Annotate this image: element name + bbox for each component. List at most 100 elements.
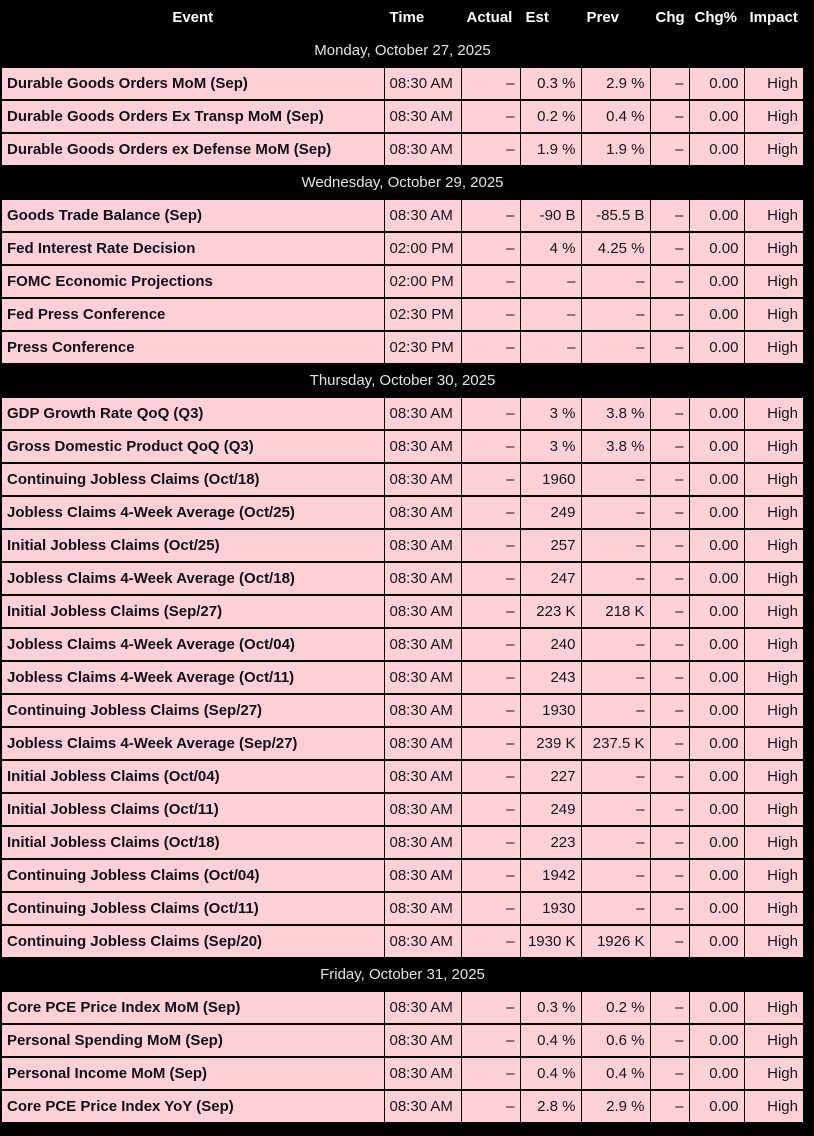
est-cell: 1.9 % — [519, 132, 582, 167]
est-cell: 4 % — [519, 231, 582, 266]
impact-cell: High — [743, 858, 805, 893]
impact-cell: High — [743, 1089, 805, 1124]
event-row: Initial Jobless Claims (Sep/27) 08:30 AM –… — [0, 594, 805, 629]
time-cell: 08:30 AM — [383, 594, 462, 629]
date-separator-row: Thursday, October 30, 2025 — [0, 363, 805, 398]
time-cell: 08:30 AM — [383, 1089, 462, 1124]
column-header-est: Est — [519, 0, 582, 35]
actual-cell: – — [460, 660, 521, 695]
impact-cell: High — [743, 825, 805, 860]
prev-cell: – — [580, 528, 651, 563]
impact-cell: High — [743, 231, 805, 266]
chg-pct-cell: 0.00 — [688, 1056, 745, 1091]
event-row: Continuing Jobless Claims (Oct/11) 08:30 … — [0, 891, 805, 926]
event-row: Jobless Claims 4-Week Average (Oct/18) 08… — [0, 561, 805, 596]
impact-cell: High — [743, 297, 805, 332]
event-cell: Jobless Claims 4-Week Average (Sep/27) — [0, 726, 385, 761]
actual-cell: – — [460, 825, 521, 860]
est-cell: -90 B — [519, 198, 582, 233]
chg-cell: – — [649, 1056, 690, 1091]
chg-cell: – — [649, 1089, 690, 1124]
impact-cell: High — [743, 924, 805, 959]
chg-cell: – — [649, 726, 690, 761]
prev-cell: – — [580, 330, 651, 365]
chg-cell: – — [649, 891, 690, 926]
chg-pct-cell: 0.00 — [688, 1089, 745, 1124]
prev-cell: 0.4 % — [580, 99, 651, 134]
event-cell: Continuing Jobless Claims (Sep/27) — [0, 693, 385, 728]
event-row: Core PCE Price Index YoY (Sep) 08:30 AM –2… — [0, 1089, 805, 1124]
chg-pct-cell: 0.00 — [688, 132, 745, 167]
time-cell: 08:30 AM — [383, 1056, 462, 1091]
actual-cell: – — [460, 495, 521, 530]
est-cell: 243 — [519, 660, 582, 695]
chg-pct-cell: 0.00 — [688, 627, 745, 662]
event-cell: Durable Goods Orders MoM (Sep) — [0, 66, 385, 101]
est-cell: 0.2 % — [519, 99, 582, 134]
prev-cell: 0.6 % — [580, 1023, 651, 1058]
actual-cell: – — [460, 297, 521, 332]
event-row: Initial Jobless Claims (Oct/04) 08:30 AM –… — [0, 759, 805, 794]
event-cell: Continuing Jobless Claims (Oct/18) — [0, 462, 385, 497]
time-cell: 02:30 PM — [383, 297, 462, 332]
chg-pct-cell: 0.00 — [688, 990, 745, 1025]
event-cell: Jobless Claims 4-Week Average (Oct/04) — [0, 627, 385, 662]
est-cell: 239 K — [519, 726, 582, 761]
est-cell: 227 — [519, 759, 582, 794]
chg-pct-cell: 0.00 — [688, 198, 745, 233]
time-cell: 08:30 AM — [383, 891, 462, 926]
est-cell: 3 % — [519, 396, 582, 431]
prev-cell: – — [580, 297, 651, 332]
impact-cell: High — [743, 627, 805, 662]
impact-cell: High — [743, 759, 805, 794]
actual-cell: – — [460, 858, 521, 893]
impact-cell: High — [743, 330, 805, 365]
est-cell: 1930 — [519, 693, 582, 728]
time-cell: 08:30 AM — [383, 99, 462, 134]
event-cell: Gross Domestic Product QoQ (Q3) — [0, 429, 385, 464]
event-row: Goods Trade Balance (Sep) 08:30 AM – -90 B-… — [0, 198, 805, 233]
actual-cell: – — [460, 693, 521, 728]
actual-cell: – — [460, 429, 521, 464]
time-cell: 08:30 AM — [383, 198, 462, 233]
event-cell: Jobless Claims 4-Week Average (Oct/25) — [0, 495, 385, 530]
column-header-actual: Actual — [460, 0, 521, 35]
prev-cell: – — [580, 891, 651, 926]
chg-cell: – — [649, 198, 690, 233]
prev-cell: 0.4 % — [580, 1056, 651, 1091]
event-cell: GDP Growth Rate QoQ (Q3) — [0, 396, 385, 431]
impact-cell: High — [743, 693, 805, 728]
actual-cell: – — [460, 1089, 521, 1124]
chg-pct-cell: 0.00 — [688, 528, 745, 563]
impact-cell: High — [743, 561, 805, 596]
chg-cell: – — [649, 990, 690, 1025]
chg-cell: – — [649, 462, 690, 497]
chg-cell: – — [649, 627, 690, 662]
chg-cell: – — [649, 561, 690, 596]
actual-cell: – — [460, 66, 521, 101]
chg-pct-cell: 0.00 — [688, 759, 745, 794]
prev-cell: 218 K — [580, 594, 651, 629]
impact-cell: High — [743, 396, 805, 431]
prev-cell: 1926 K — [580, 924, 651, 959]
event-row: GDP Growth Rate QoQ (Q3) 08:30 AM –3 % 3.8 … — [0, 396, 805, 431]
actual-cell: – — [460, 99, 521, 134]
event-row: Gross Domestic Product QoQ (Q3) 08:30 AM –… — [0, 429, 805, 464]
chg-cell: – — [649, 396, 690, 431]
impact-cell: High — [743, 66, 805, 101]
chg-pct-cell: 0.00 — [688, 330, 745, 365]
chg-cell: – — [649, 66, 690, 101]
chg-cell: – — [649, 759, 690, 794]
impact-cell: High — [743, 660, 805, 695]
est-cell: 1960 — [519, 462, 582, 497]
chg-pct-cell: 0.00 — [688, 231, 745, 266]
chg-pct-cell: 0.00 — [688, 792, 745, 827]
chg-cell: – — [649, 429, 690, 464]
prev-cell: – — [580, 561, 651, 596]
prev-cell: – — [580, 825, 651, 860]
chg-cell: – — [649, 99, 690, 134]
event-cell: Jobless Claims 4-Week Average (Oct/18) — [0, 561, 385, 596]
event-row: Durable Goods Orders ex Defense MoM (Sep… — [0, 132, 805, 167]
event-cell: Initial Jobless Claims (Oct/11) — [0, 792, 385, 827]
time-cell: 08:30 AM — [383, 825, 462, 860]
